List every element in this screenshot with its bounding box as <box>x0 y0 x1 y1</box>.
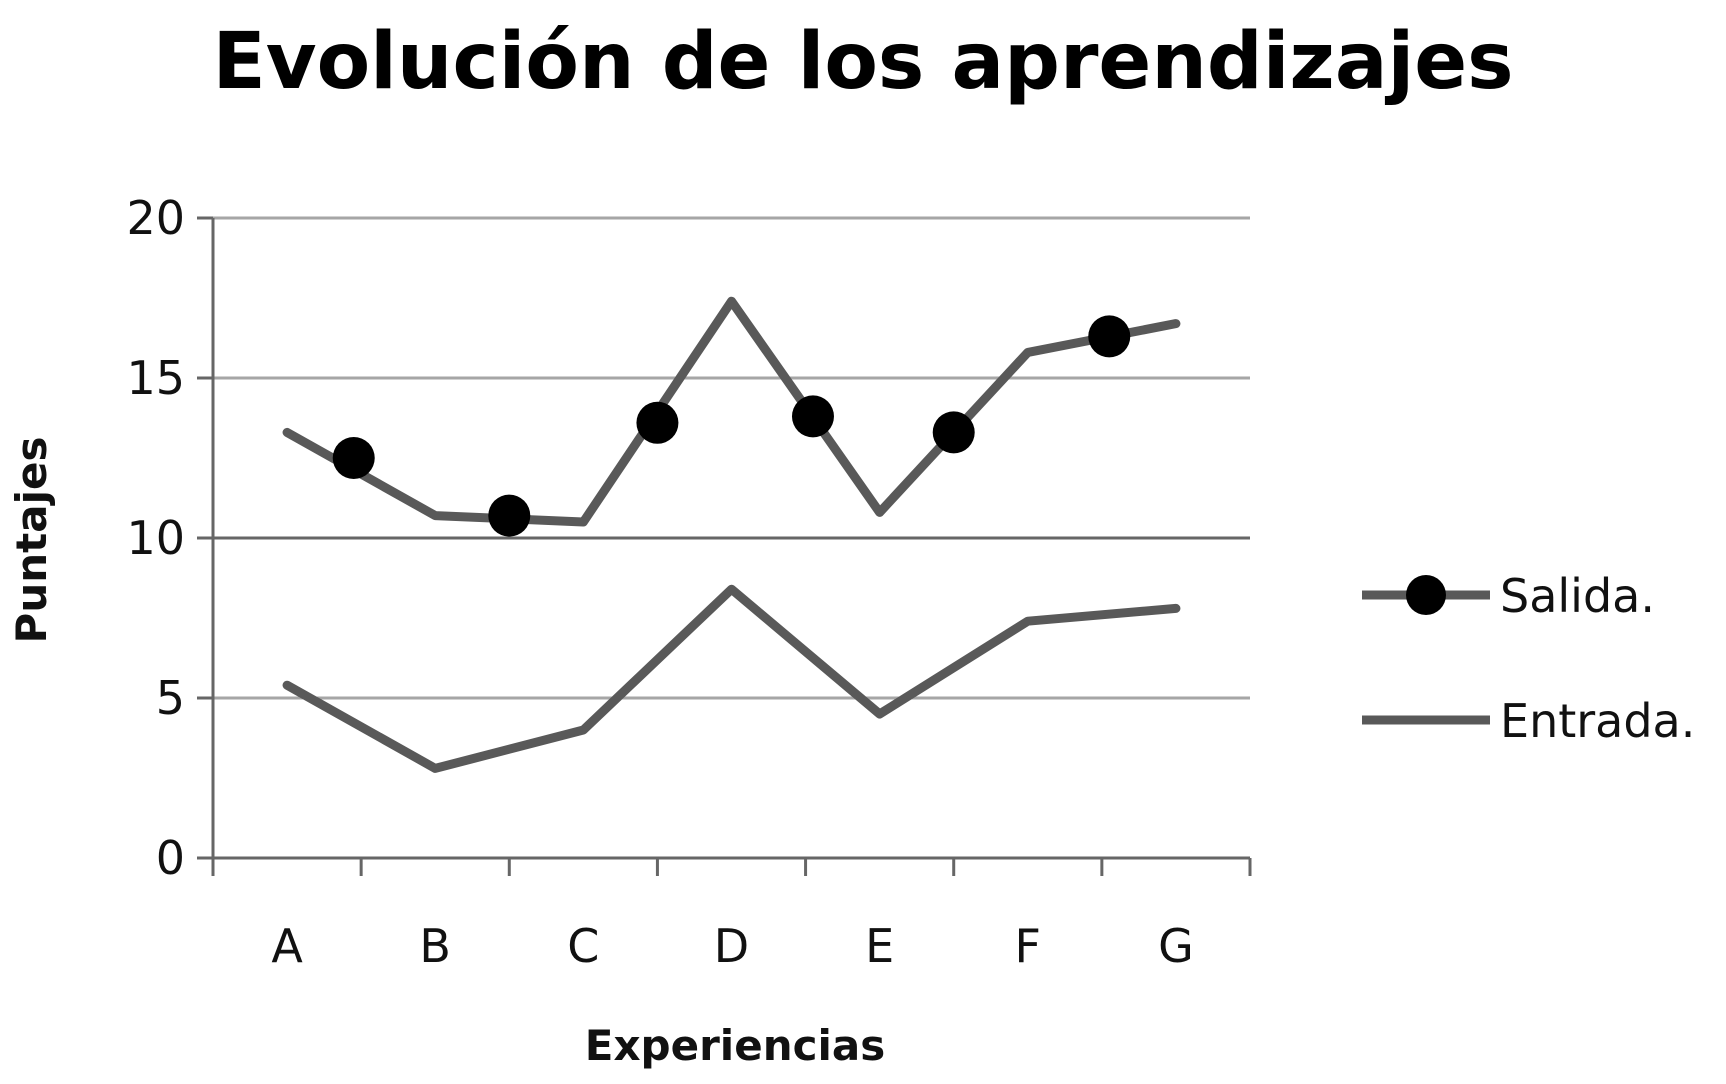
x-axis-title: Experiencias <box>585 1021 885 1070</box>
series-marker <box>488 494 531 537</box>
x-tick-label: E <box>865 919 894 973</box>
y-axis-title: Puntajes <box>7 437 56 644</box>
y-tick-labels: 0 5 10 15 20 <box>126 191 213 885</box>
y-tick-label: 0 <box>156 831 185 885</box>
chart-title: Evolución de los aprendizajes <box>212 17 1513 107</box>
x-tick-label: C <box>567 919 599 973</box>
legend-marker <box>1406 575 1446 615</box>
x-tick-label: A <box>271 919 303 973</box>
y-tick-label: 10 <box>126 511 185 565</box>
legend: Salida. Entrada. <box>1362 569 1695 748</box>
series-marker <box>932 411 975 454</box>
x-tick-labels: A B C D E F G <box>211 858 1252 973</box>
legend-label: Salida. <box>1500 569 1655 623</box>
legend-label: Entrada. <box>1500 694 1695 748</box>
series-marker <box>636 401 679 444</box>
y-tick-label: 15 <box>126 351 185 405</box>
x-tick-label: G <box>1158 919 1194 973</box>
series-marker <box>1088 315 1131 358</box>
x-tick-label: D <box>714 919 749 973</box>
series-line-salida <box>282 296 1181 527</box>
series-line-entrada <box>282 584 1181 773</box>
gridlines <box>213 216 1250 700</box>
y-tick-label: 5 <box>156 671 185 725</box>
x-tick-label: B <box>419 919 451 973</box>
y-tick-label: 20 <box>126 191 185 245</box>
x-tick-label: F <box>1015 919 1041 973</box>
series-marker <box>791 395 834 438</box>
series-marker <box>332 437 375 479</box>
series-layer <box>282 296 1181 773</box>
